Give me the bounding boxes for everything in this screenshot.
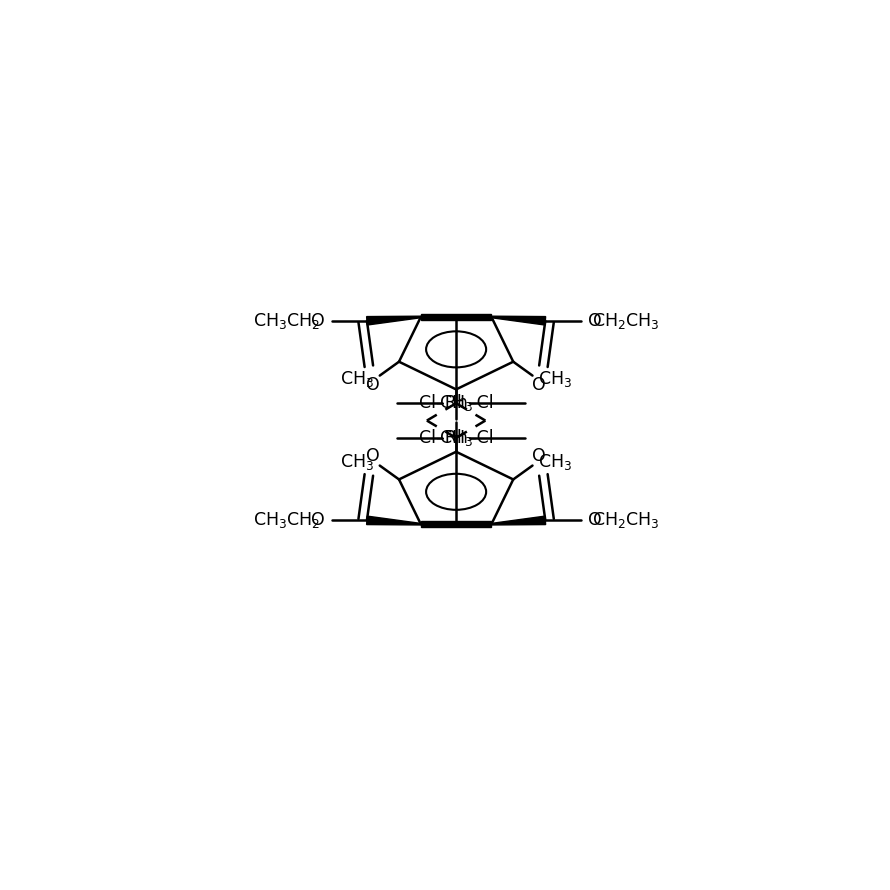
Polygon shape <box>491 316 546 325</box>
Text: O: O <box>532 447 546 465</box>
Text: CH$_3$: CH$_3$ <box>538 452 572 473</box>
Text: CH$_3$CH$_2$: CH$_3$CH$_2$ <box>254 510 320 530</box>
Text: CH$_3$: CH$_3$ <box>340 452 375 473</box>
Polygon shape <box>491 516 546 525</box>
Text: CH$_3$: CH$_3$ <box>439 393 473 413</box>
Text: CH$_2$CH$_3$: CH$_2$CH$_3$ <box>592 510 659 530</box>
Text: CH$_3$: CH$_3$ <box>340 368 375 389</box>
Text: O: O <box>587 512 602 530</box>
Text: CH$_3$: CH$_3$ <box>538 368 572 389</box>
Text: O: O <box>311 312 325 330</box>
Polygon shape <box>367 516 421 525</box>
Polygon shape <box>421 314 491 320</box>
Text: CH$_2$CH$_3$: CH$_2$CH$_3$ <box>592 311 659 331</box>
Text: CH$_3$CH$_2$: CH$_3$CH$_2$ <box>254 311 320 331</box>
Text: O: O <box>532 376 546 394</box>
Text: O: O <box>366 376 380 394</box>
Polygon shape <box>421 522 491 527</box>
Text: O: O <box>366 447 380 465</box>
Text: CH$_3$: CH$_3$ <box>439 428 473 448</box>
Text: O: O <box>587 312 602 330</box>
Text: O: O <box>311 512 325 530</box>
Text: Cl–Rh–Cl: Cl–Rh–Cl <box>419 394 493 412</box>
Polygon shape <box>367 316 421 325</box>
Text: Cl–Rh–Cl: Cl–Rh–Cl <box>419 429 493 447</box>
